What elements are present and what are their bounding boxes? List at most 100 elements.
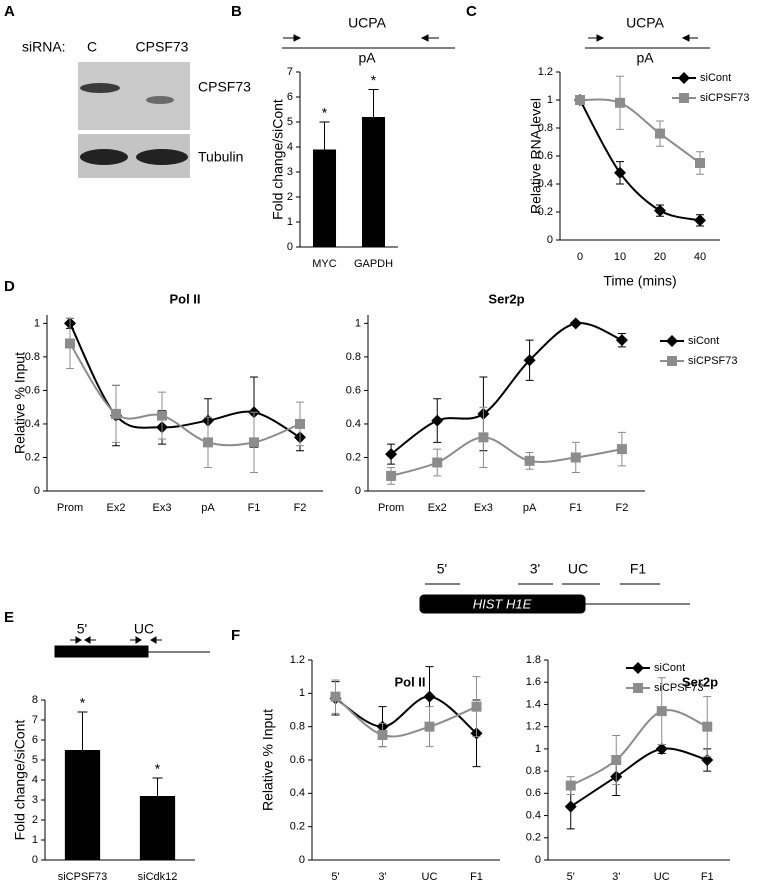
marker <box>157 410 167 421</box>
marker <box>694 214 706 227</box>
x-tick-label: pA <box>523 502 537 514</box>
y-tick-label: 6 <box>287 91 293 103</box>
y-tick-label: 7 <box>32 714 38 726</box>
x-tick-label: UC <box>654 871 670 883</box>
legend-label: siCPSF73 <box>654 682 704 694</box>
y-tick-label: 1 <box>299 687 305 699</box>
marker <box>432 457 443 468</box>
y-tick-label: 0.2 <box>346 451 361 463</box>
chart-title: Ser2p <box>682 674 718 689</box>
error-bar <box>319 121 330 150</box>
y-tick-label: 1 <box>32 834 38 846</box>
lane-label: CPSF73 <box>136 39 189 55</box>
x-tick-label: 10 <box>614 251 626 263</box>
series-line <box>390 436 623 477</box>
marker <box>611 755 622 765</box>
x-tick-label: F1 <box>569 502 582 514</box>
y-tick-label: 0.4 <box>526 809 541 821</box>
marker <box>695 158 705 168</box>
marker <box>656 706 667 717</box>
x-tick-label: 3' <box>378 871 386 883</box>
marker <box>564 800 577 813</box>
error-bar <box>368 89 379 117</box>
marker <box>615 97 625 108</box>
panel-label: E <box>4 609 14 626</box>
marker <box>615 334 628 347</box>
legend-label: siCPSF73 <box>688 355 738 367</box>
y-tick-label: 0.2 <box>25 451 40 463</box>
primer-label: UCPA <box>348 15 387 31</box>
marker <box>575 95 585 105</box>
bar <box>361 117 386 247</box>
panel-label: F <box>231 627 240 644</box>
x-tick-label: siCPSF73 <box>58 871 108 883</box>
lane-label: C <box>87 39 97 55</box>
bar <box>64 750 101 860</box>
y-tick-label: 0 <box>299 854 305 866</box>
marker <box>65 338 75 349</box>
y-tick-label: 0.8 <box>25 351 40 363</box>
x-tick-label: 5' <box>567 871 575 883</box>
y-tick-label: 0.2 <box>526 832 541 844</box>
marker <box>330 691 341 702</box>
y-axis-label: Relative % Input <box>259 709 275 811</box>
y-tick-label: 5 <box>287 116 293 128</box>
marker <box>616 444 627 455</box>
x-tick-label: Ex2 <box>107 502 126 514</box>
y-tick-label: 0.4 <box>290 787 305 799</box>
x-tick-label: pA <box>201 502 215 514</box>
series-line <box>570 747 708 808</box>
x-axis-label: Time (mins) <box>603 273 676 289</box>
x-tick-label: Prom <box>378 502 404 514</box>
y-tick-label: 7 <box>287 66 293 78</box>
x-tick-label: 5' <box>331 871 339 883</box>
marker <box>570 452 581 463</box>
marker <box>424 721 435 732</box>
site-label: pA <box>636 50 654 66</box>
marker <box>614 166 626 179</box>
marker <box>203 437 213 448</box>
annotation: * <box>322 105 328 121</box>
x-tick-label: siCdk12 <box>138 871 178 883</box>
marker <box>679 93 689 103</box>
series-line <box>334 695 477 738</box>
annotation: * <box>371 72 377 88</box>
gene-diagram <box>419 583 690 614</box>
marker <box>471 701 482 712</box>
y-axis-label: Relative % Input <box>11 352 27 454</box>
series-line <box>334 695 478 735</box>
y-tick-label: 1.2 <box>538 66 553 78</box>
series-line <box>570 709 708 787</box>
x-tick-label: Ex3 <box>474 502 493 514</box>
bar <box>139 796 176 860</box>
y-tick-label: 3 <box>32 794 38 806</box>
y-tick-label: 4 <box>32 774 38 786</box>
y-tick-label: 0.6 <box>346 384 361 396</box>
chart-title: Ser2p <box>488 291 524 306</box>
marker <box>377 730 388 740</box>
blot-image <box>78 62 190 178</box>
x-tick-label: F1 <box>701 871 714 883</box>
y-tick-label: 1 <box>355 317 361 329</box>
x-tick-label: Ex2 <box>428 502 447 514</box>
marker <box>565 780 576 791</box>
y-tick-label: 0.4 <box>346 418 361 430</box>
y-tick-label: 0 <box>355 485 361 497</box>
y-tick-label: 1.6 <box>526 676 541 688</box>
y-axis-label: Relative RNA level <box>527 98 543 214</box>
sirna-label: siRNA: <box>22 39 66 55</box>
y-tick-label: 4 <box>287 141 293 153</box>
marker <box>249 437 259 448</box>
x-tick-label: F2 <box>294 502 307 514</box>
y-tick-label: 1.2 <box>526 721 541 733</box>
x-tick-label: 3' <box>612 871 620 883</box>
y-tick-label: 0.4 <box>25 418 40 430</box>
primer-label: UCPA <box>626 15 665 31</box>
x-tick-label: F1 <box>470 871 483 883</box>
marker <box>385 448 398 461</box>
y-tick-label: 1.4 <box>526 698 541 710</box>
x-tick-label: UC <box>422 871 438 883</box>
band-label: CPSF73 <box>198 79 251 95</box>
panel-label: C <box>466 3 477 20</box>
series-line <box>390 322 623 455</box>
